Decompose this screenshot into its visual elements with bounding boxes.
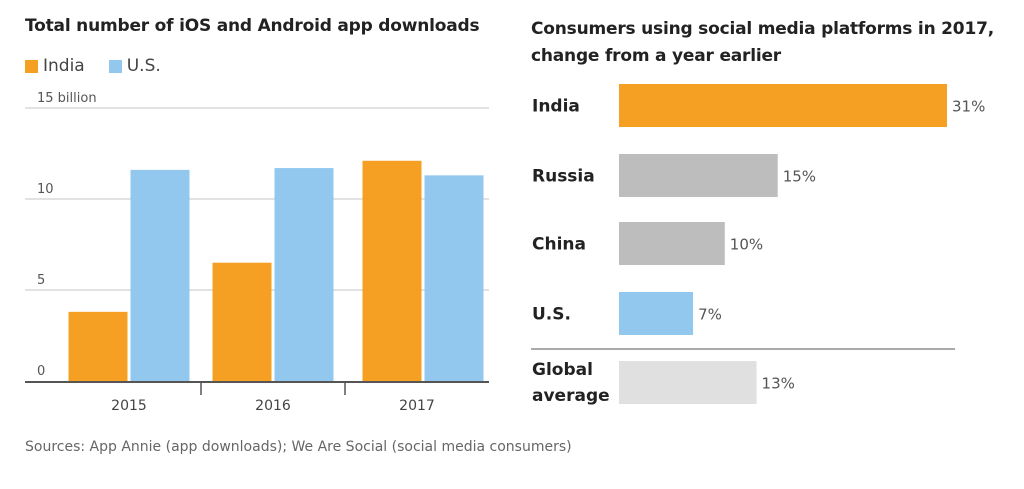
value-label-u-s-: 7% bbox=[698, 306, 722, 324]
row-label-china: China bbox=[532, 235, 586, 255]
value-label-russia: 15% bbox=[783, 168, 816, 186]
legend-label-india: India bbox=[43, 56, 85, 76]
legend-swatch-india bbox=[25, 59, 38, 73]
bar-india bbox=[619, 84, 947, 127]
y-tick-label: 15 billion bbox=[37, 91, 97, 106]
bar-russia bbox=[619, 154, 778, 197]
row-label-u-s-: U.S. bbox=[532, 305, 571, 325]
bar-india-2017 bbox=[362, 160, 422, 381]
value-label-india: 31% bbox=[952, 98, 985, 116]
legend-item-india: India bbox=[25, 56, 85, 76]
bar-us-2015 bbox=[130, 169, 190, 381]
row-label-india: India bbox=[532, 97, 580, 117]
row-label-russia: Russia bbox=[532, 167, 595, 187]
legend-label-us: U.S. bbox=[126, 56, 161, 76]
source-note: Sources: App Annie (app downloads); We A… bbox=[25, 439, 572, 455]
right-chart-title: Consumers using social media platforms i… bbox=[531, 19, 994, 66]
row-label-global-average-line2: average bbox=[532, 386, 610, 406]
x-tick-label: 2016 bbox=[255, 398, 291, 414]
legend: India U.S. bbox=[25, 56, 185, 76]
bar-china bbox=[619, 222, 725, 265]
value-label-china: 10% bbox=[730, 236, 763, 254]
y-tick-label: 0 bbox=[37, 364, 45, 379]
value-label-global-average: 13% bbox=[762, 375, 795, 393]
bar-india-2016 bbox=[212, 262, 272, 381]
left-chart-title: Total number of iOS and Android app down… bbox=[25, 16, 480, 36]
y-tick-label: 10 bbox=[37, 182, 54, 197]
bar-global-average bbox=[619, 361, 757, 404]
bar-india-2015 bbox=[68, 311, 128, 381]
bar-u-s- bbox=[619, 292, 694, 335]
legend-swatch-us bbox=[108, 59, 122, 73]
legend-item-us: U.S. bbox=[108, 56, 161, 76]
row-label-global-average-line1: Global bbox=[532, 360, 593, 380]
x-tick-label: 2017 bbox=[399, 398, 435, 414]
bar-us-2016 bbox=[274, 168, 334, 381]
x-tick-label: 2015 bbox=[111, 398, 147, 414]
y-tick-label: 5 bbox=[37, 273, 45, 288]
bar-us-2017 bbox=[424, 175, 484, 381]
